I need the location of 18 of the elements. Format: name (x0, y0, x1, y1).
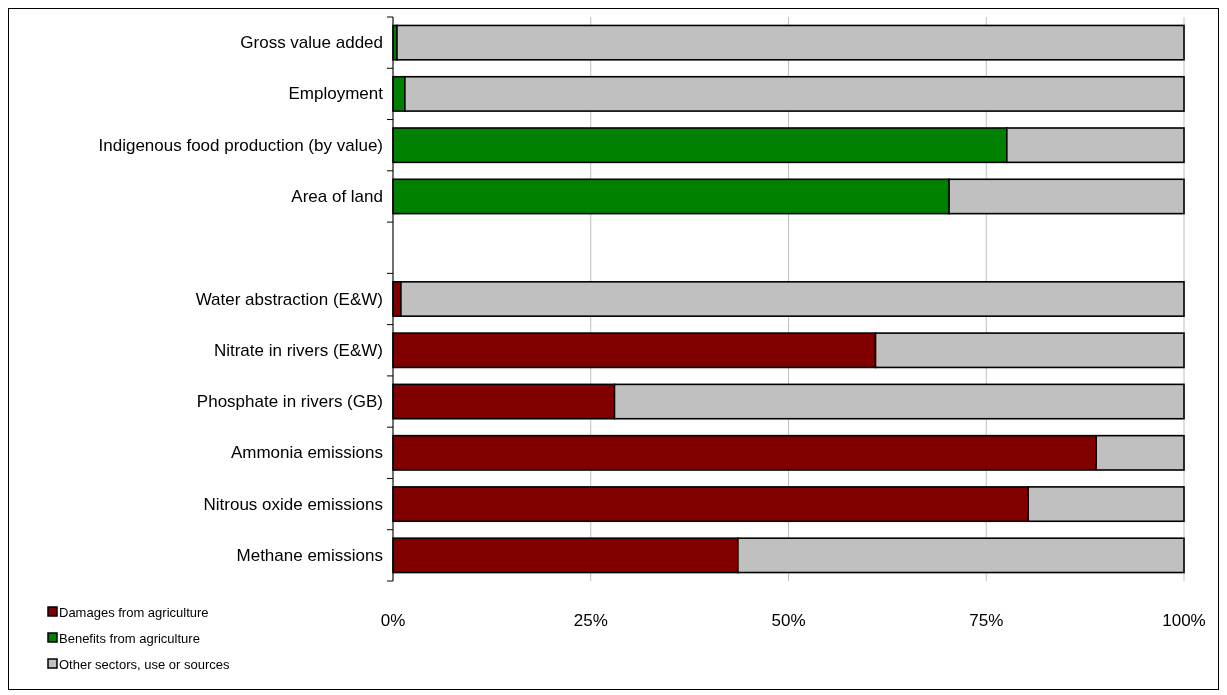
y-tick-label: Nitrous oxide emissions (203, 494, 383, 514)
legend-label: Damages from agriculture (59, 604, 209, 620)
y-tick-label: Nitrate in rivers (E&W) (213, 340, 383, 360)
y-tick-label: Phosphate in rivers (GB) (196, 392, 383, 412)
y-tick-label: Indigenous food production (by value) (98, 135, 383, 155)
y-tick-label: Area of land (291, 186, 383, 206)
x-tick-label: 0% (380, 610, 406, 630)
y-tick-label: Methane emissions (236, 545, 383, 565)
y-tick-label: Ammonia emissions (230, 443, 383, 463)
y-tick-label: Employment (288, 84, 384, 104)
x-tick-label: 75% (969, 610, 1004, 630)
x-tick-label: 25% (573, 610, 608, 630)
y-tick-label: Water abstraction (E&W) (195, 289, 383, 309)
x-tick-label: 100% (1162, 610, 1206, 630)
legend-label: Benefits from agriculture (59, 630, 200, 646)
legend-label: Other sectors, use or sources (59, 656, 231, 672)
y-tick-label: Gross value added (240, 33, 383, 53)
x-tick-label: 50% (771, 610, 806, 630)
